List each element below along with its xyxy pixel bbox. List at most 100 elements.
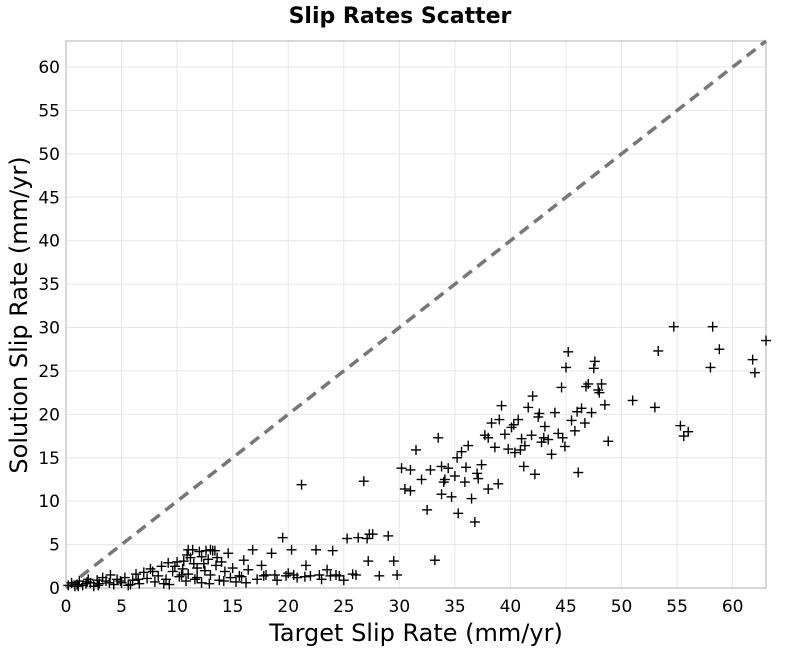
scatter-point xyxy=(82,576,93,587)
x-tick-label: 45 xyxy=(555,597,577,617)
scatter-point xyxy=(225,572,236,583)
scatter-point xyxy=(463,440,474,451)
scatter-point xyxy=(194,546,205,557)
scatter-point xyxy=(496,400,507,411)
scatter-point xyxy=(436,461,447,472)
scatter-point xyxy=(296,479,307,490)
scatter-point xyxy=(196,551,207,562)
scatter-point xyxy=(405,464,416,475)
scatter-point xyxy=(167,566,178,577)
scatter-point xyxy=(438,477,449,488)
scatter-point xyxy=(176,569,187,580)
y-tick-label: 5 xyxy=(49,536,60,556)
scatter-point xyxy=(459,477,470,488)
scatter-point xyxy=(104,577,115,588)
scatter-point xyxy=(301,560,311,571)
y-tick-label: 40 xyxy=(38,232,60,252)
y-tick-label: 60 xyxy=(38,58,60,78)
scatter-point xyxy=(93,580,104,591)
scatter-point xyxy=(439,474,450,485)
scatter-point xyxy=(201,545,211,556)
scatter-point xyxy=(516,433,527,444)
scatter-point xyxy=(563,346,574,357)
scatter-point xyxy=(178,556,189,567)
scatter-point xyxy=(436,489,447,500)
scatter-point xyxy=(449,470,460,481)
scatter-point xyxy=(683,426,694,437)
scatter-point xyxy=(134,578,145,589)
scatter-point xyxy=(422,504,433,515)
scatter-point xyxy=(234,570,245,581)
scatter-point xyxy=(153,570,164,581)
scatter-point xyxy=(147,566,158,577)
x-tick-label: 35 xyxy=(444,597,466,617)
scatter-point xyxy=(569,425,580,436)
scatter-point xyxy=(494,414,505,425)
scatter-point xyxy=(353,532,364,543)
scatter-point xyxy=(131,569,141,580)
scatter-point xyxy=(311,544,321,555)
scatter-point xyxy=(543,434,554,445)
y-tick-label: 55 xyxy=(38,101,60,121)
scatter-point xyxy=(509,447,520,458)
scatter-point xyxy=(546,449,557,460)
scatter-point xyxy=(603,436,614,447)
scatter-point xyxy=(189,574,200,585)
y-tick-label: 20 xyxy=(38,405,60,425)
scatter-point xyxy=(453,508,464,519)
scatter-point xyxy=(243,564,254,575)
scatter-point xyxy=(216,556,227,567)
scatter-point xyxy=(561,362,571,373)
scatter-point xyxy=(594,387,605,398)
scatter-point xyxy=(675,420,686,431)
scatter-point xyxy=(172,556,183,567)
scatter-point xyxy=(539,421,550,432)
x-axis-ticks: 0 5 10 15 20 25 30 35 40 45 50 55 60 xyxy=(61,597,744,617)
scatter-point xyxy=(536,437,547,448)
x-tick-label: 55 xyxy=(666,597,688,617)
scatter-point xyxy=(472,468,483,479)
scatter-point xyxy=(593,385,604,396)
scatter-point xyxy=(115,576,126,587)
scatter-point xyxy=(158,578,169,589)
scatter-point xyxy=(443,463,454,474)
scatter-point xyxy=(169,561,180,572)
scatter-point xyxy=(211,560,221,571)
scatter-point xyxy=(553,428,564,439)
scatter-point xyxy=(181,576,191,587)
scatter-point xyxy=(305,570,316,581)
x-tick-label: 60 xyxy=(722,597,744,617)
scatter-point xyxy=(653,345,664,356)
scatter-point xyxy=(513,414,524,425)
scatter-point xyxy=(678,431,689,442)
scatter-point xyxy=(88,581,99,592)
reference-line xyxy=(64,39,768,590)
scatter-point xyxy=(503,444,514,455)
scatter-point xyxy=(198,558,209,569)
y-tick-label: 10 xyxy=(38,492,60,512)
scatter-point xyxy=(707,321,718,332)
scatter-point xyxy=(374,570,385,581)
scatter-point xyxy=(209,545,220,556)
scatter-point xyxy=(399,484,410,495)
scatter-point xyxy=(515,444,526,455)
scatter-point xyxy=(325,570,336,581)
scatter-point xyxy=(238,555,249,566)
scatter-point xyxy=(559,441,570,452)
scatter-point xyxy=(446,491,457,502)
scatter-point xyxy=(73,581,84,592)
scatter-point xyxy=(231,576,241,587)
y-tick-label: 50 xyxy=(38,145,60,165)
scatter-point xyxy=(266,548,277,559)
scatter-point xyxy=(486,418,497,429)
scatter-point xyxy=(108,579,119,590)
scatter-point xyxy=(473,473,484,484)
y-tick-label: 15 xyxy=(38,449,60,469)
scatter-point xyxy=(192,563,203,574)
x-tick-label: 15 xyxy=(222,597,244,617)
scatter-point xyxy=(258,570,269,581)
scatter-point xyxy=(241,577,251,588)
scatter-point xyxy=(392,569,403,580)
y-axis-ticks: 0 5 10 15 20 25 30 35 40 45 50 55 60 xyxy=(38,58,60,599)
scatter-point xyxy=(145,563,156,574)
